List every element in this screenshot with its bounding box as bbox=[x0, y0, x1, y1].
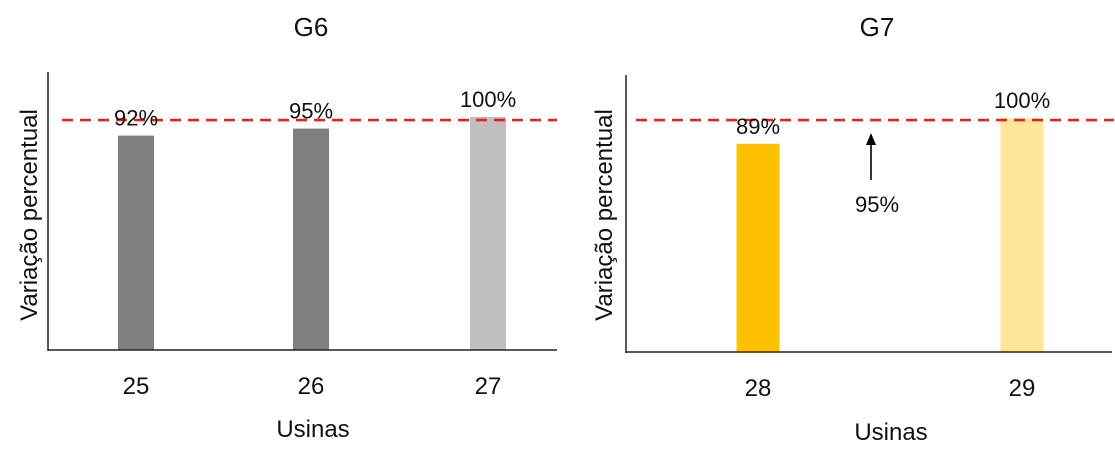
chart-g7-bars bbox=[736, 118, 1044, 352]
x-tick-label-26: 26 bbox=[298, 373, 325, 400]
bar-28 bbox=[736, 143, 780, 352]
chart-title: G7 bbox=[860, 12, 895, 42]
x-axis-label: Usinas bbox=[276, 416, 349, 443]
x-tick-label-28: 28 bbox=[745, 375, 772, 402]
chart-g6-bars bbox=[118, 116, 506, 350]
data-label-27: 100% bbox=[460, 87, 516, 112]
bar-27 bbox=[470, 116, 506, 350]
y-axis-label: Variação percentual bbox=[16, 109, 43, 321]
chart-g7-labels: 89% 100% bbox=[736, 88, 1050, 139]
x-tick-label-27: 27 bbox=[475, 373, 502, 400]
annotation-arrow bbox=[866, 133, 876, 180]
x-tick-label-29: 29 bbox=[1009, 375, 1036, 402]
chart-g6-labels: 92% 95% 100% bbox=[114, 87, 516, 131]
data-label-26: 95% bbox=[289, 99, 333, 124]
chart-title: G6 bbox=[294, 12, 329, 42]
data-label-25: 92% bbox=[114, 106, 158, 131]
chart-g6: G6 92% 95% 100% 25 26 27 Usinas Variação per… bbox=[16, 12, 557, 443]
bar-25 bbox=[118, 135, 154, 350]
data-label-28: 89% bbox=[736, 114, 780, 139]
annotation-label: 95% bbox=[855, 192, 899, 217]
bar-26 bbox=[293, 128, 329, 350]
chart-g7: G7 89% 100% 28 29 95% Usinas Variação perc… bbox=[591, 12, 1114, 446]
x-axis-label: Usinas bbox=[854, 419, 927, 446]
y-axis-label: Variação percentual bbox=[591, 109, 618, 321]
x-tick-label-25: 25 bbox=[123, 373, 150, 400]
chart-g6-ticks: 25 26 27 bbox=[123, 373, 502, 400]
chart-g7-ticks: 28 29 bbox=[745, 375, 1036, 402]
data-label-29: 100% bbox=[994, 88, 1050, 113]
bar-29 bbox=[1000, 118, 1044, 352]
arrow-up-icon bbox=[866, 133, 876, 145]
